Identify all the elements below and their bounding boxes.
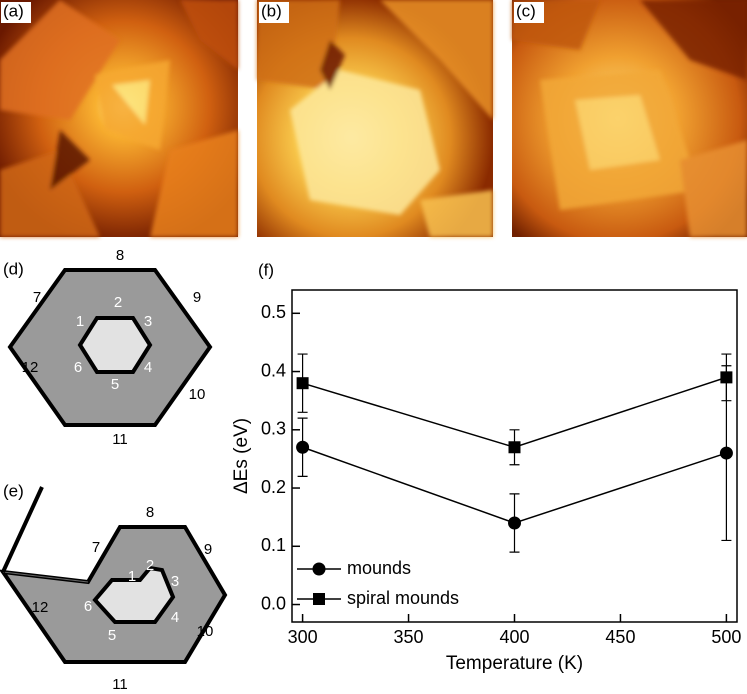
edge-label: 2 [146,557,154,574]
edge-label: 9 [204,541,212,558]
y-tick-label: 0.5 [261,302,286,322]
panel-label: (b) [261,1,282,20]
edge-label: 5 [111,376,119,393]
y-tick-label: 0.1 [261,535,286,555]
diagram-d [7,268,213,427]
edge-label: 11 [112,431,128,448]
edge-label: 6 [84,598,92,615]
edge-label: 3 [144,313,152,330]
y-tick-label: 0.2 [261,477,286,497]
edge-label: 9 [193,289,201,306]
legend-label: spiral mounds [347,588,459,608]
y-tick-label: 0.4 [261,360,286,380]
image-a [0,0,238,237]
edge-label: 4 [171,609,179,626]
edge-label: 10 [197,623,214,640]
edge-label: 1 [76,313,84,330]
panel-label: (e) [3,481,24,500]
edge-label: 12 [22,359,39,376]
legend-marker [313,593,325,605]
x-tick-label: 400 [499,627,529,647]
panel-label: (d) [3,259,24,278]
edge-label: 5 [108,627,116,644]
edge-label: 8 [116,247,124,264]
y-axis-label: ΔEs (eV) [231,418,252,494]
data-point [508,516,521,530]
data-point [719,446,733,460]
x-tick-label: 300 [288,627,318,647]
panel-label: (c) [516,1,536,20]
panel-label: (f) [258,260,274,279]
x-tick-label: 350 [394,627,424,647]
legend-marker [312,562,326,576]
legend-label: mounds [347,558,411,578]
data-point [296,440,310,454]
image-c [512,0,747,237]
y-tick-label: 0.3 [261,419,286,439]
image-b [257,0,493,237]
edge-label: 2 [114,294,122,311]
diagram-e [0,486,228,664]
edge-label: 6 [74,359,82,376]
data-point [296,377,309,390]
edge-label: 12 [32,599,49,616]
edge-label: 3 [171,573,179,590]
label-bg [1,2,31,23]
edge-label: 7 [92,539,100,556]
label-bg [514,2,544,23]
edge-label: 8 [146,504,154,521]
edge-label: 4 [144,359,152,376]
edge-label: 7 [33,289,41,306]
edge-label: 10 [189,386,206,403]
data-point [508,441,521,454]
x-tick-label: 450 [605,627,635,647]
y-tick-label: 0.0 [261,593,286,613]
label-bg [259,2,289,23]
panel-label: (a) [3,1,24,20]
edge-label: 1 [128,568,136,585]
edge-label: 11 [112,676,128,693]
x-tick-label: 500 [711,627,741,647]
x-axis-label: Temperature (K) [446,653,583,674]
data-point [720,371,733,384]
